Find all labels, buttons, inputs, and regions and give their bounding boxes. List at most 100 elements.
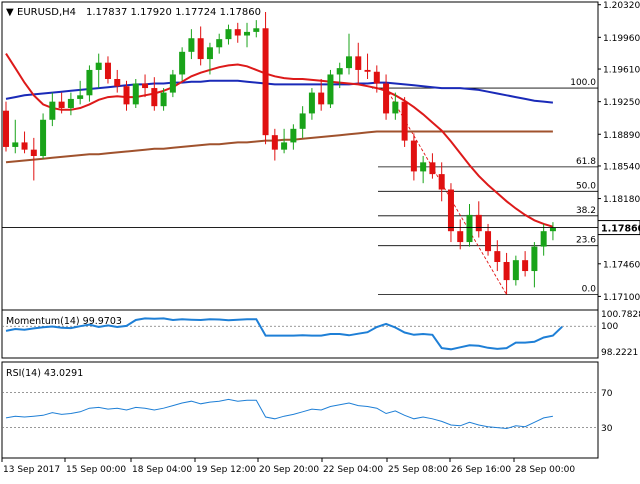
candle-body: [77, 95, 84, 99]
candle-body: [512, 260, 519, 281]
candle-body: [225, 29, 232, 40]
price-tick-label: 1.17460: [603, 260, 640, 270]
candle-body: [318, 92, 325, 105]
symbol-label: EURUSD,H4: [17, 7, 76, 18]
candle: [244, 22, 251, 48]
momentum-tick-label: 98.2221: [601, 348, 638, 358]
candle: [429, 153, 436, 179]
candle-body: [299, 113, 306, 129]
candle-body: [281, 142, 288, 150]
time-axis: 13 Sep 2017 15 Sep 00:00 18 Sep 04:00 19 Se…: [1, 458, 575, 475]
fib-level-label: 100.0: [570, 78, 596, 88]
price-tick-label: 1.18890: [603, 131, 640, 141]
candle-body: [392, 101, 399, 114]
fib-level-label: 61.8: [576, 157, 596, 167]
candle-body: [179, 51, 186, 75]
candle-body: [401, 101, 408, 141]
candle-body: [30, 149, 37, 156]
candle: [540, 223, 547, 256]
candle: [197, 26, 204, 66]
moving-averages: [5, 53, 554, 228]
current-price-value: 1.17860: [601, 224, 640, 235]
momentum-line: [5, 317, 563, 351]
candle: [410, 133, 417, 181]
fib-level-label: 38.2: [576, 206, 596, 216]
candle-body: [494, 251, 501, 262]
rsi-tick-label: 70: [601, 389, 613, 399]
momentum-tick-label: 100: [601, 322, 618, 332]
time-tick-label: 25 Sep 08:00: [388, 465, 448, 475]
candle: [206, 42, 213, 75]
candle-body: [336, 68, 343, 75]
candle-body: [234, 29, 241, 36]
candle: [503, 252, 510, 295]
candle-body: [345, 56, 352, 69]
candle-body: [271, 135, 278, 150]
candle-body: [475, 214, 482, 232]
candle-body: [290, 128, 297, 143]
candle: [522, 251, 529, 277]
price-axis: 1.20320 1.19960 1.19610 1.19250 1.18890 1.185…: [2, 1, 640, 303]
candle: [531, 242, 538, 288]
fib-level-label: 23.6: [576, 236, 596, 246]
candle: [77, 80, 84, 105]
candle: [151, 77, 158, 111]
candle-body: [169, 74, 176, 93]
time-tick-label: 18 Sep 04:00: [132, 465, 192, 475]
candle-body: [40, 119, 47, 156]
candle-body: [447, 189, 454, 232]
candle: [420, 156, 427, 184]
price-tick-label: 1.19960: [603, 34, 640, 44]
candle: [447, 183, 454, 243]
collapse-triangle-icon[interactable]: ▼: [6, 7, 14, 18]
candle: [281, 128, 288, 154]
sma-brown-line: [5, 130, 553, 164]
time-tick-label: 28 Sep 00:00: [515, 465, 575, 475]
candle: [21, 131, 28, 154]
candle: [466, 204, 473, 247]
sma-blue-line: [5, 79, 554, 104]
time-tick-label: 13 Sep 2017: [3, 465, 60, 475]
candle: [132, 79, 139, 108]
candle-body: [123, 86, 130, 105]
candle-body: [12, 142, 19, 147]
momentum-panel-frame: [1, 309, 599, 359]
candle-body: [49, 101, 56, 120]
candle: [30, 137, 37, 181]
candle: [58, 92, 65, 114]
candle: [355, 42, 362, 84]
candle: [373, 65, 380, 93]
price-tick-label: 1.19610: [603, 66, 640, 76]
candle-body: [466, 214, 473, 243]
candle-body: [410, 140, 417, 172]
candle: [383, 74, 390, 120]
candle: [262, 11, 269, 145]
candle-body: [383, 83, 390, 114]
ohlc-values: 1.17837 1.17920 1.17724 1.17860: [86, 7, 261, 18]
rsi-panel-frame: [1, 361, 599, 459]
candle: [49, 92, 56, 127]
candle-body: [438, 174, 445, 190]
momentum-label: Momentum(14) 99.9703: [6, 316, 122, 327]
candle: [67, 92, 74, 116]
candle-body: [262, 28, 269, 136]
candle: [160, 88, 167, 111]
candle: [179, 47, 186, 81]
candle: [494, 240, 501, 272]
price-tick-label: 1.17100: [603, 293, 640, 303]
rsi-series: 70 30: [2, 389, 613, 434]
rsi-label: RSI(14) 43.0291: [6, 368, 83, 379]
momentum-series: 100.7828 100 98.2221: [2, 310, 640, 358]
time-tick-label: 19 Sep 12:00: [196, 465, 256, 475]
price-tick-label: 1.18180: [603, 195, 640, 205]
candle: [104, 56, 111, 84]
candle: [364, 53, 371, 79]
candle: [253, 20, 260, 38]
candle-body: [151, 88, 158, 107]
candle-body: [355, 56, 362, 70]
candle: [188, 29, 195, 60]
candle: [512, 255, 519, 286]
candle-body: [457, 231, 464, 243]
